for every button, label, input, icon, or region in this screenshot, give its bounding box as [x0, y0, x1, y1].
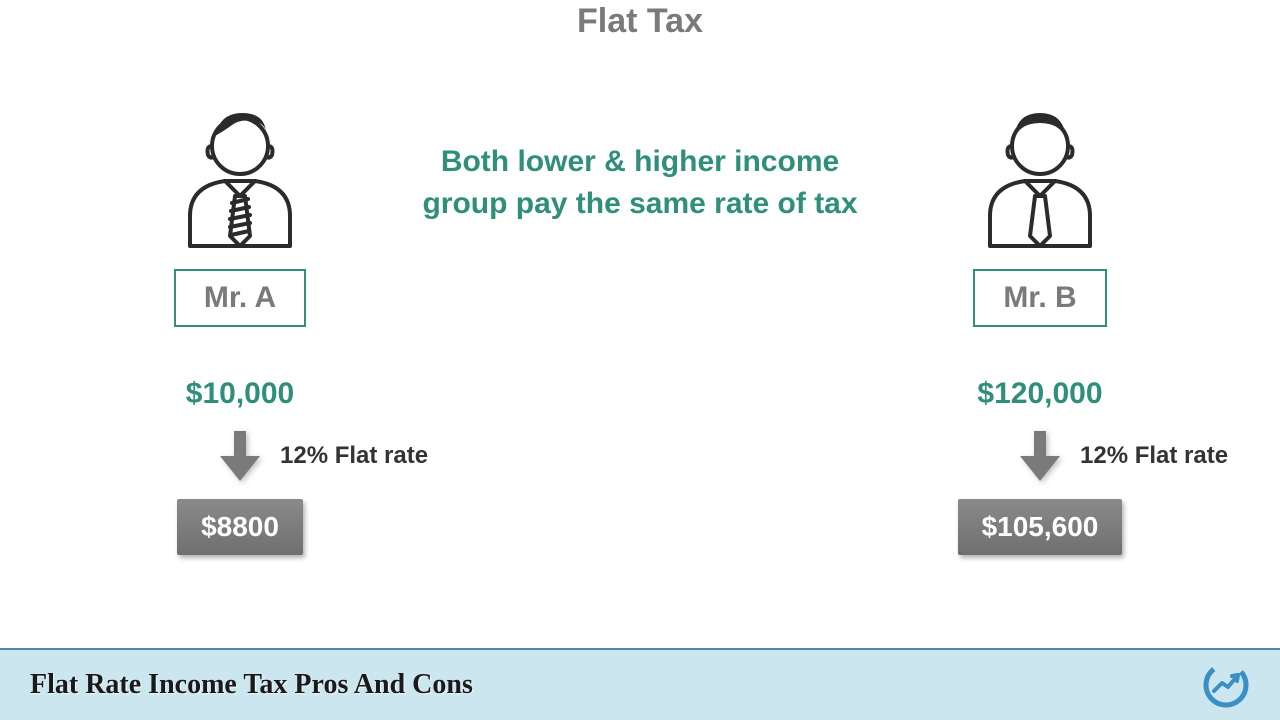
person-a-column: Mr. A $10,000 12% Flat rate $8800 [140, 101, 340, 555]
person-b-column: Mr. B $120,000 12% Flat rate $105,600 [940, 101, 1140, 555]
person-b-rate: 12% Flat rate [1080, 442, 1228, 470]
center-line1: Both lower & higher income [441, 145, 839, 178]
center-message: Both lower & higher income group pay the… [380, 141, 900, 225]
person-a-arrow-row: 12% Flat rate [220, 431, 260, 481]
center-line2: group pay the same rate of tax [422, 187, 857, 220]
person-a-result: $8800 [177, 499, 303, 555]
main-content: Both lower & higher income group pay the… [0, 41, 1280, 555]
logo-icon [1202, 661, 1250, 709]
down-arrow-icon [220, 431, 260, 481]
person-a-rate: 12% Flat rate [280, 442, 428, 470]
person-b-arrow-row: 12% Flat rate [1020, 431, 1060, 481]
footer-title: Flat Rate Income Tax Pros And Cons [30, 669, 473, 701]
page-title: Flat Tax [0, 0, 1280, 41]
person-a-name: Mr. A [174, 269, 306, 327]
person-a-income: $10,000 [186, 377, 294, 411]
footer-bar: Flat Rate Income Tax Pros And Cons [0, 648, 1280, 720]
down-arrow-icon [1020, 431, 1060, 481]
person-b-icon [970, 101, 1110, 251]
person-b-result: $105,600 [958, 499, 1123, 555]
person-b-income: $120,000 [977, 377, 1102, 411]
person-b-name: Mr. B [973, 269, 1106, 327]
person-a-icon [170, 101, 310, 251]
